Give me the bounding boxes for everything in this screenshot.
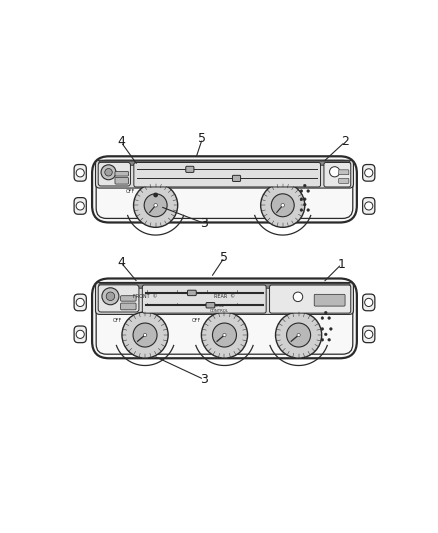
FancyBboxPatch shape xyxy=(115,171,128,176)
Circle shape xyxy=(261,183,305,228)
FancyBboxPatch shape xyxy=(99,161,350,165)
Circle shape xyxy=(307,190,310,192)
Circle shape xyxy=(304,184,306,187)
Circle shape xyxy=(154,204,157,207)
Circle shape xyxy=(212,323,237,347)
FancyBboxPatch shape xyxy=(99,284,350,288)
Circle shape xyxy=(101,165,116,180)
FancyBboxPatch shape xyxy=(186,166,194,172)
Text: OFF: OFF xyxy=(113,318,122,323)
Circle shape xyxy=(76,169,84,177)
Text: 3: 3 xyxy=(200,217,208,230)
Circle shape xyxy=(133,323,157,347)
FancyBboxPatch shape xyxy=(363,198,375,214)
Circle shape xyxy=(325,311,327,314)
FancyBboxPatch shape xyxy=(324,163,351,187)
Circle shape xyxy=(307,209,310,212)
Circle shape xyxy=(300,190,303,192)
FancyBboxPatch shape xyxy=(120,303,136,310)
Circle shape xyxy=(76,298,84,306)
Circle shape xyxy=(300,209,303,212)
Circle shape xyxy=(281,204,285,207)
FancyBboxPatch shape xyxy=(187,290,196,296)
Circle shape xyxy=(122,312,168,358)
Text: REAR  ©: REAR © xyxy=(214,294,235,299)
Text: 1: 1 xyxy=(338,257,346,271)
Circle shape xyxy=(304,198,306,200)
Circle shape xyxy=(321,338,324,341)
Circle shape xyxy=(76,202,84,210)
Circle shape xyxy=(321,328,324,330)
FancyBboxPatch shape xyxy=(74,198,86,214)
Text: OFF: OFF xyxy=(126,189,135,195)
FancyBboxPatch shape xyxy=(314,294,345,306)
Circle shape xyxy=(300,198,303,200)
Text: 2: 2 xyxy=(341,135,349,148)
Text: OFF: OFF xyxy=(192,318,201,323)
FancyBboxPatch shape xyxy=(339,179,349,183)
Circle shape xyxy=(329,167,340,177)
FancyBboxPatch shape xyxy=(206,303,215,308)
Circle shape xyxy=(134,183,178,228)
Text: 4: 4 xyxy=(117,256,125,269)
FancyBboxPatch shape xyxy=(95,282,353,314)
Circle shape xyxy=(325,333,327,336)
FancyBboxPatch shape xyxy=(339,170,349,175)
Circle shape xyxy=(276,312,321,358)
FancyBboxPatch shape xyxy=(98,163,131,186)
FancyBboxPatch shape xyxy=(74,294,86,311)
FancyBboxPatch shape xyxy=(233,175,240,181)
FancyBboxPatch shape xyxy=(142,285,266,313)
Circle shape xyxy=(329,328,332,330)
FancyBboxPatch shape xyxy=(134,163,321,187)
FancyBboxPatch shape xyxy=(363,294,375,311)
Circle shape xyxy=(154,193,157,197)
Circle shape xyxy=(76,330,84,338)
FancyBboxPatch shape xyxy=(95,160,353,188)
Circle shape xyxy=(365,330,373,338)
FancyBboxPatch shape xyxy=(363,165,375,181)
Circle shape xyxy=(102,288,119,305)
Text: 5: 5 xyxy=(220,251,229,264)
Text: 3: 3 xyxy=(200,373,208,386)
Text: FRONT  ©: FRONT © xyxy=(133,294,157,299)
FancyBboxPatch shape xyxy=(92,156,357,222)
FancyBboxPatch shape xyxy=(74,165,86,181)
FancyBboxPatch shape xyxy=(92,279,357,358)
Circle shape xyxy=(297,334,300,337)
Text: 4: 4 xyxy=(117,135,125,148)
FancyBboxPatch shape xyxy=(120,296,136,301)
FancyBboxPatch shape xyxy=(363,326,375,343)
Circle shape xyxy=(365,202,373,210)
FancyBboxPatch shape xyxy=(74,326,86,343)
Circle shape xyxy=(365,298,373,306)
Text: 5: 5 xyxy=(198,132,206,145)
FancyBboxPatch shape xyxy=(115,177,128,184)
Circle shape xyxy=(201,312,247,358)
Circle shape xyxy=(223,334,226,337)
Circle shape xyxy=(328,338,331,341)
Circle shape xyxy=(328,317,331,319)
Circle shape xyxy=(293,292,303,302)
Circle shape xyxy=(144,194,167,217)
Circle shape xyxy=(286,323,311,347)
FancyBboxPatch shape xyxy=(98,285,139,312)
Circle shape xyxy=(321,317,324,319)
Circle shape xyxy=(304,203,306,206)
Circle shape xyxy=(365,169,373,177)
Circle shape xyxy=(106,292,115,301)
Circle shape xyxy=(105,168,112,176)
Text: ZONE
CONTROL: ZONE CONTROL xyxy=(209,304,229,312)
FancyBboxPatch shape xyxy=(269,285,351,313)
Circle shape xyxy=(271,194,294,217)
Circle shape xyxy=(143,334,147,337)
